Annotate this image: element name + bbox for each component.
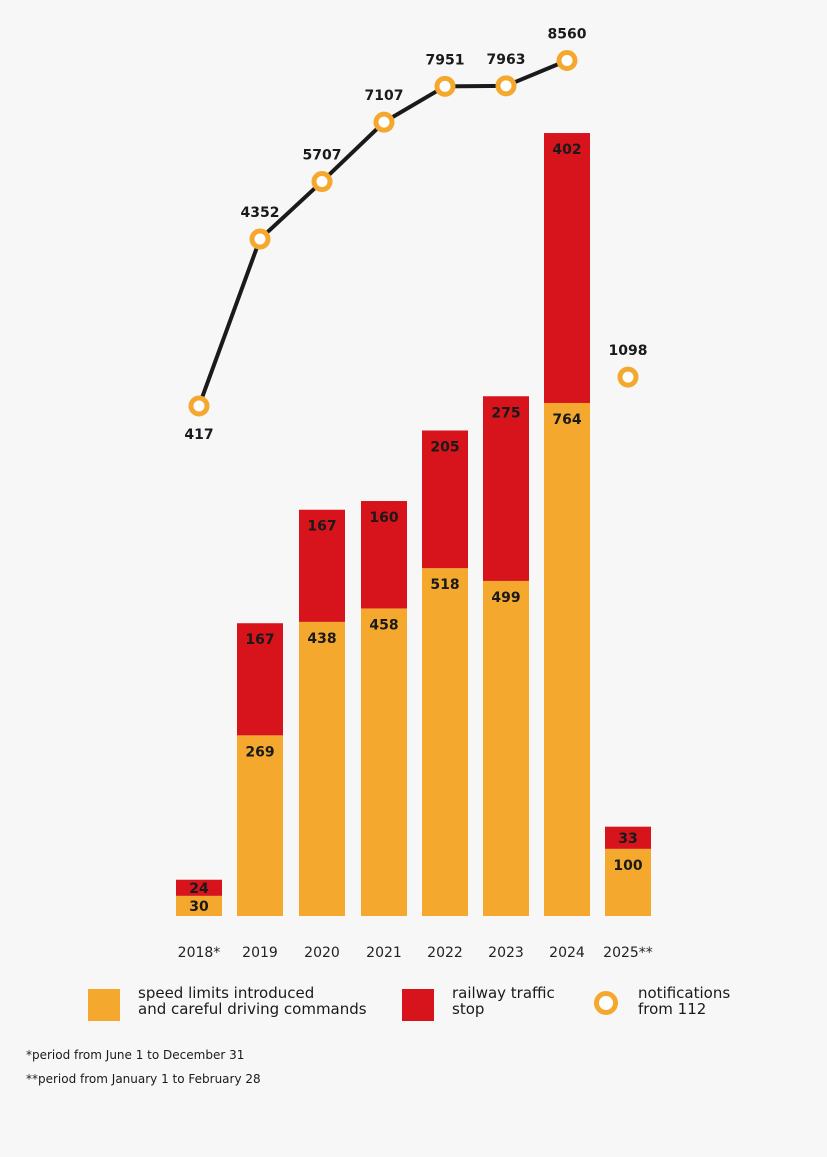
- data-label-railway-stop: 205: [430, 440, 459, 456]
- data-label-notifications: 7107: [365, 88, 404, 104]
- legend-label-notifications: notifications from 112: [638, 984, 731, 1018]
- x-tick-label: 2019: [242, 945, 278, 961]
- data-label-railway-stop: 160: [369, 510, 398, 526]
- x-tick-label: 2024: [549, 945, 585, 961]
- bar-segment-speed-limits: [176, 895, 222, 916]
- bar-segment-railway-stop: [176, 879, 222, 896]
- data-label-railway-stop: 402: [552, 142, 581, 158]
- bar-segment-railway-stop: [544, 133, 590, 403]
- footnote-2018: *period from June 1 to December 31: [26, 1048, 245, 1062]
- data-label-notifications: 417: [184, 427, 213, 443]
- stacked-bar-line-chart: 30 24 2018* 269 167 2019 438 167 2020 458 160 2021 5…: [176, 26, 653, 961]
- data-label-speed-limits: 458: [369, 617, 398, 633]
- notifications-point: [373, 111, 395, 133]
- ring-marker-icon: [594, 991, 618, 1015]
- data-label-railway-stop: 33: [618, 831, 637, 847]
- bar-segment-speed-limits: [299, 621, 345, 916]
- notifications-point: [249, 228, 271, 250]
- legend-item-speed-limits: speed limits introduced and careful driv…: [88, 985, 408, 1021]
- data-label-railway-stop: 24: [189, 881, 209, 897]
- bar-segment-railway-stop: [605, 826, 651, 849]
- x-tick-label: 2020: [304, 945, 340, 961]
- notifications-point: [495, 75, 517, 97]
- x-tick-label: 2025**: [603, 945, 653, 961]
- bar-segment-speed-limits: [422, 568, 468, 916]
- data-label-notifications: 1098: [609, 343, 648, 359]
- notifications-point: [311, 171, 333, 193]
- legend-swatch-speed-limits: [88, 989, 120, 1021]
- bar-segment-speed-limits: [361, 608, 407, 916]
- notifications-point: [556, 49, 578, 71]
- data-label-notifications: 7963: [487, 52, 526, 68]
- data-label-railway-stop: 167: [245, 632, 274, 648]
- data-label-speed-limits: 100: [613, 858, 642, 874]
- bar-segment-railway-stop: [237, 623, 283, 736]
- bar-segment-speed-limits: [483, 580, 529, 916]
- x-tick-label: 2018*: [178, 945, 221, 961]
- notifications-point: [617, 366, 639, 388]
- data-label-notifications: 5707: [303, 148, 342, 164]
- bar-segment-railway-stop: [299, 509, 345, 622]
- legend-swatch-railway-stop: [402, 989, 434, 1021]
- bar-segment-railway-stop: [422, 430, 468, 569]
- bar-segment-speed-limits: [605, 848, 651, 916]
- legend-label-speed-limits: speed limits introduced and careful driv…: [138, 984, 367, 1018]
- x-tick-label: 2021: [366, 945, 402, 961]
- legend-label-railway-stop: railway traffic stop: [452, 984, 555, 1018]
- data-label-notifications: 8560: [548, 26, 587, 42]
- data-label-speed-limits: 499: [491, 590, 520, 606]
- notifications-point: [434, 75, 456, 97]
- legend-item-railway-stop: railway traffic stop: [402, 985, 592, 1021]
- data-label-railway-stop: 275: [491, 405, 520, 421]
- bar-segment-railway-stop: [483, 396, 529, 581]
- data-label-railway-stop: 167: [307, 519, 336, 535]
- data-label-speed-limits: 518: [430, 577, 459, 593]
- data-label-speed-limits: 269: [245, 744, 274, 760]
- data-label-speed-limits: 30: [189, 899, 209, 915]
- legend: speed limits introduced and careful driv…: [0, 985, 827, 1035]
- data-label-speed-limits: 438: [307, 631, 336, 647]
- bar-segment-railway-stop: [361, 501, 407, 609]
- data-label-notifications: 4352: [241, 205, 280, 221]
- data-label-speed-limits: 764: [552, 412, 581, 428]
- footnote-2025: **period from January 1 to February 28: [26, 1072, 261, 1086]
- bar-segment-speed-limits: [237, 735, 283, 916]
- x-tick-label: 2023: [488, 945, 524, 961]
- legend-item-notifications: notifications from 112: [594, 985, 788, 1017]
- notifications-point: [188, 395, 210, 417]
- data-label-notifications: 7951: [426, 52, 465, 68]
- bar-segment-speed-limits: [544, 402, 590, 916]
- x-tick-label: 2022: [427, 945, 463, 961]
